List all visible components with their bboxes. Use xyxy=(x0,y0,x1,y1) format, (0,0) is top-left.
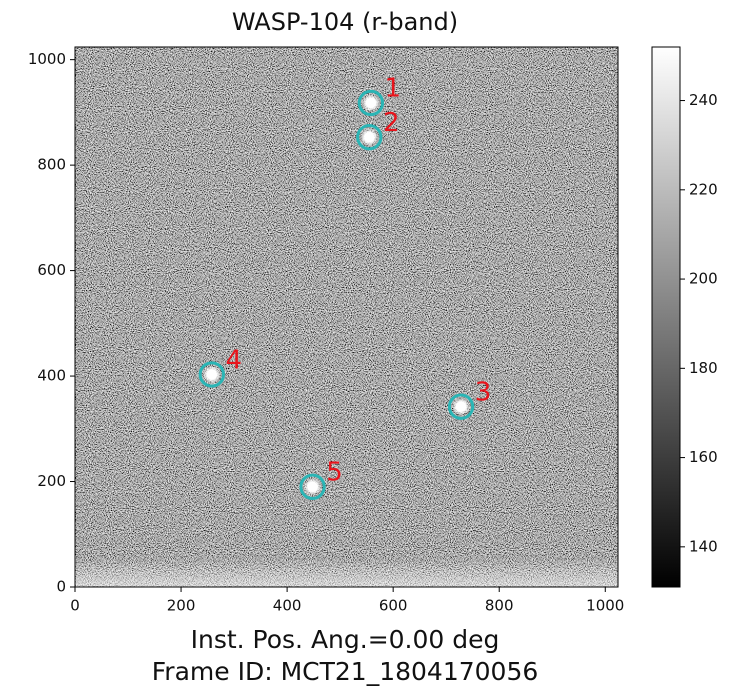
colorbar-tick-label: 180 xyxy=(689,359,718,377)
x-tick-label: 600 xyxy=(379,597,408,615)
colorbar-tick-label: 200 xyxy=(689,270,718,288)
star xyxy=(303,478,322,496)
star xyxy=(452,397,470,416)
y-tick-label: 200 xyxy=(37,472,66,490)
source-label: 4 xyxy=(225,345,242,375)
aperture xyxy=(299,473,326,500)
star xyxy=(360,128,379,146)
star xyxy=(362,94,380,112)
colorbar-tick-label: 160 xyxy=(689,448,718,466)
aperture xyxy=(447,393,475,420)
x-tick-label: 200 xyxy=(167,597,196,615)
image-noise xyxy=(75,47,618,587)
x-axis-label: Inst. Pos. Ang.=0.00 deg xyxy=(191,625,500,654)
aperture xyxy=(356,124,383,151)
chart-title: WASP-104 (r-band) xyxy=(232,8,458,36)
x-tick-label: 400 xyxy=(273,597,302,615)
x-tick-label: 800 xyxy=(485,597,514,615)
colorbar xyxy=(651,46,681,588)
x-tick-label: 1000 xyxy=(586,597,624,615)
source-label: 1 xyxy=(385,74,402,104)
y-tick-label: 0 xyxy=(56,578,66,596)
source-label: 5 xyxy=(326,458,343,488)
star xyxy=(203,365,221,384)
colorbar-tick-label: 220 xyxy=(689,180,718,198)
source-label: 2 xyxy=(383,108,400,138)
source-label: 3 xyxy=(475,377,492,407)
colorbar-tick-label: 240 xyxy=(689,91,718,109)
y-tick-label: 400 xyxy=(37,367,66,385)
y-tick-label: 800 xyxy=(37,156,66,174)
x-tick-label: 0 xyxy=(70,597,80,615)
x-axis-label: Frame ID: MCT21_1804170056 xyxy=(152,657,539,686)
plot-frame xyxy=(74,46,619,588)
colorbar-tick-label: 140 xyxy=(689,537,718,555)
y-tick-label: 600 xyxy=(37,261,66,279)
y-tick-label: 1000 xyxy=(28,50,66,68)
image-edge-glow xyxy=(75,559,618,587)
aperture xyxy=(357,89,385,117)
aperture xyxy=(198,361,225,388)
